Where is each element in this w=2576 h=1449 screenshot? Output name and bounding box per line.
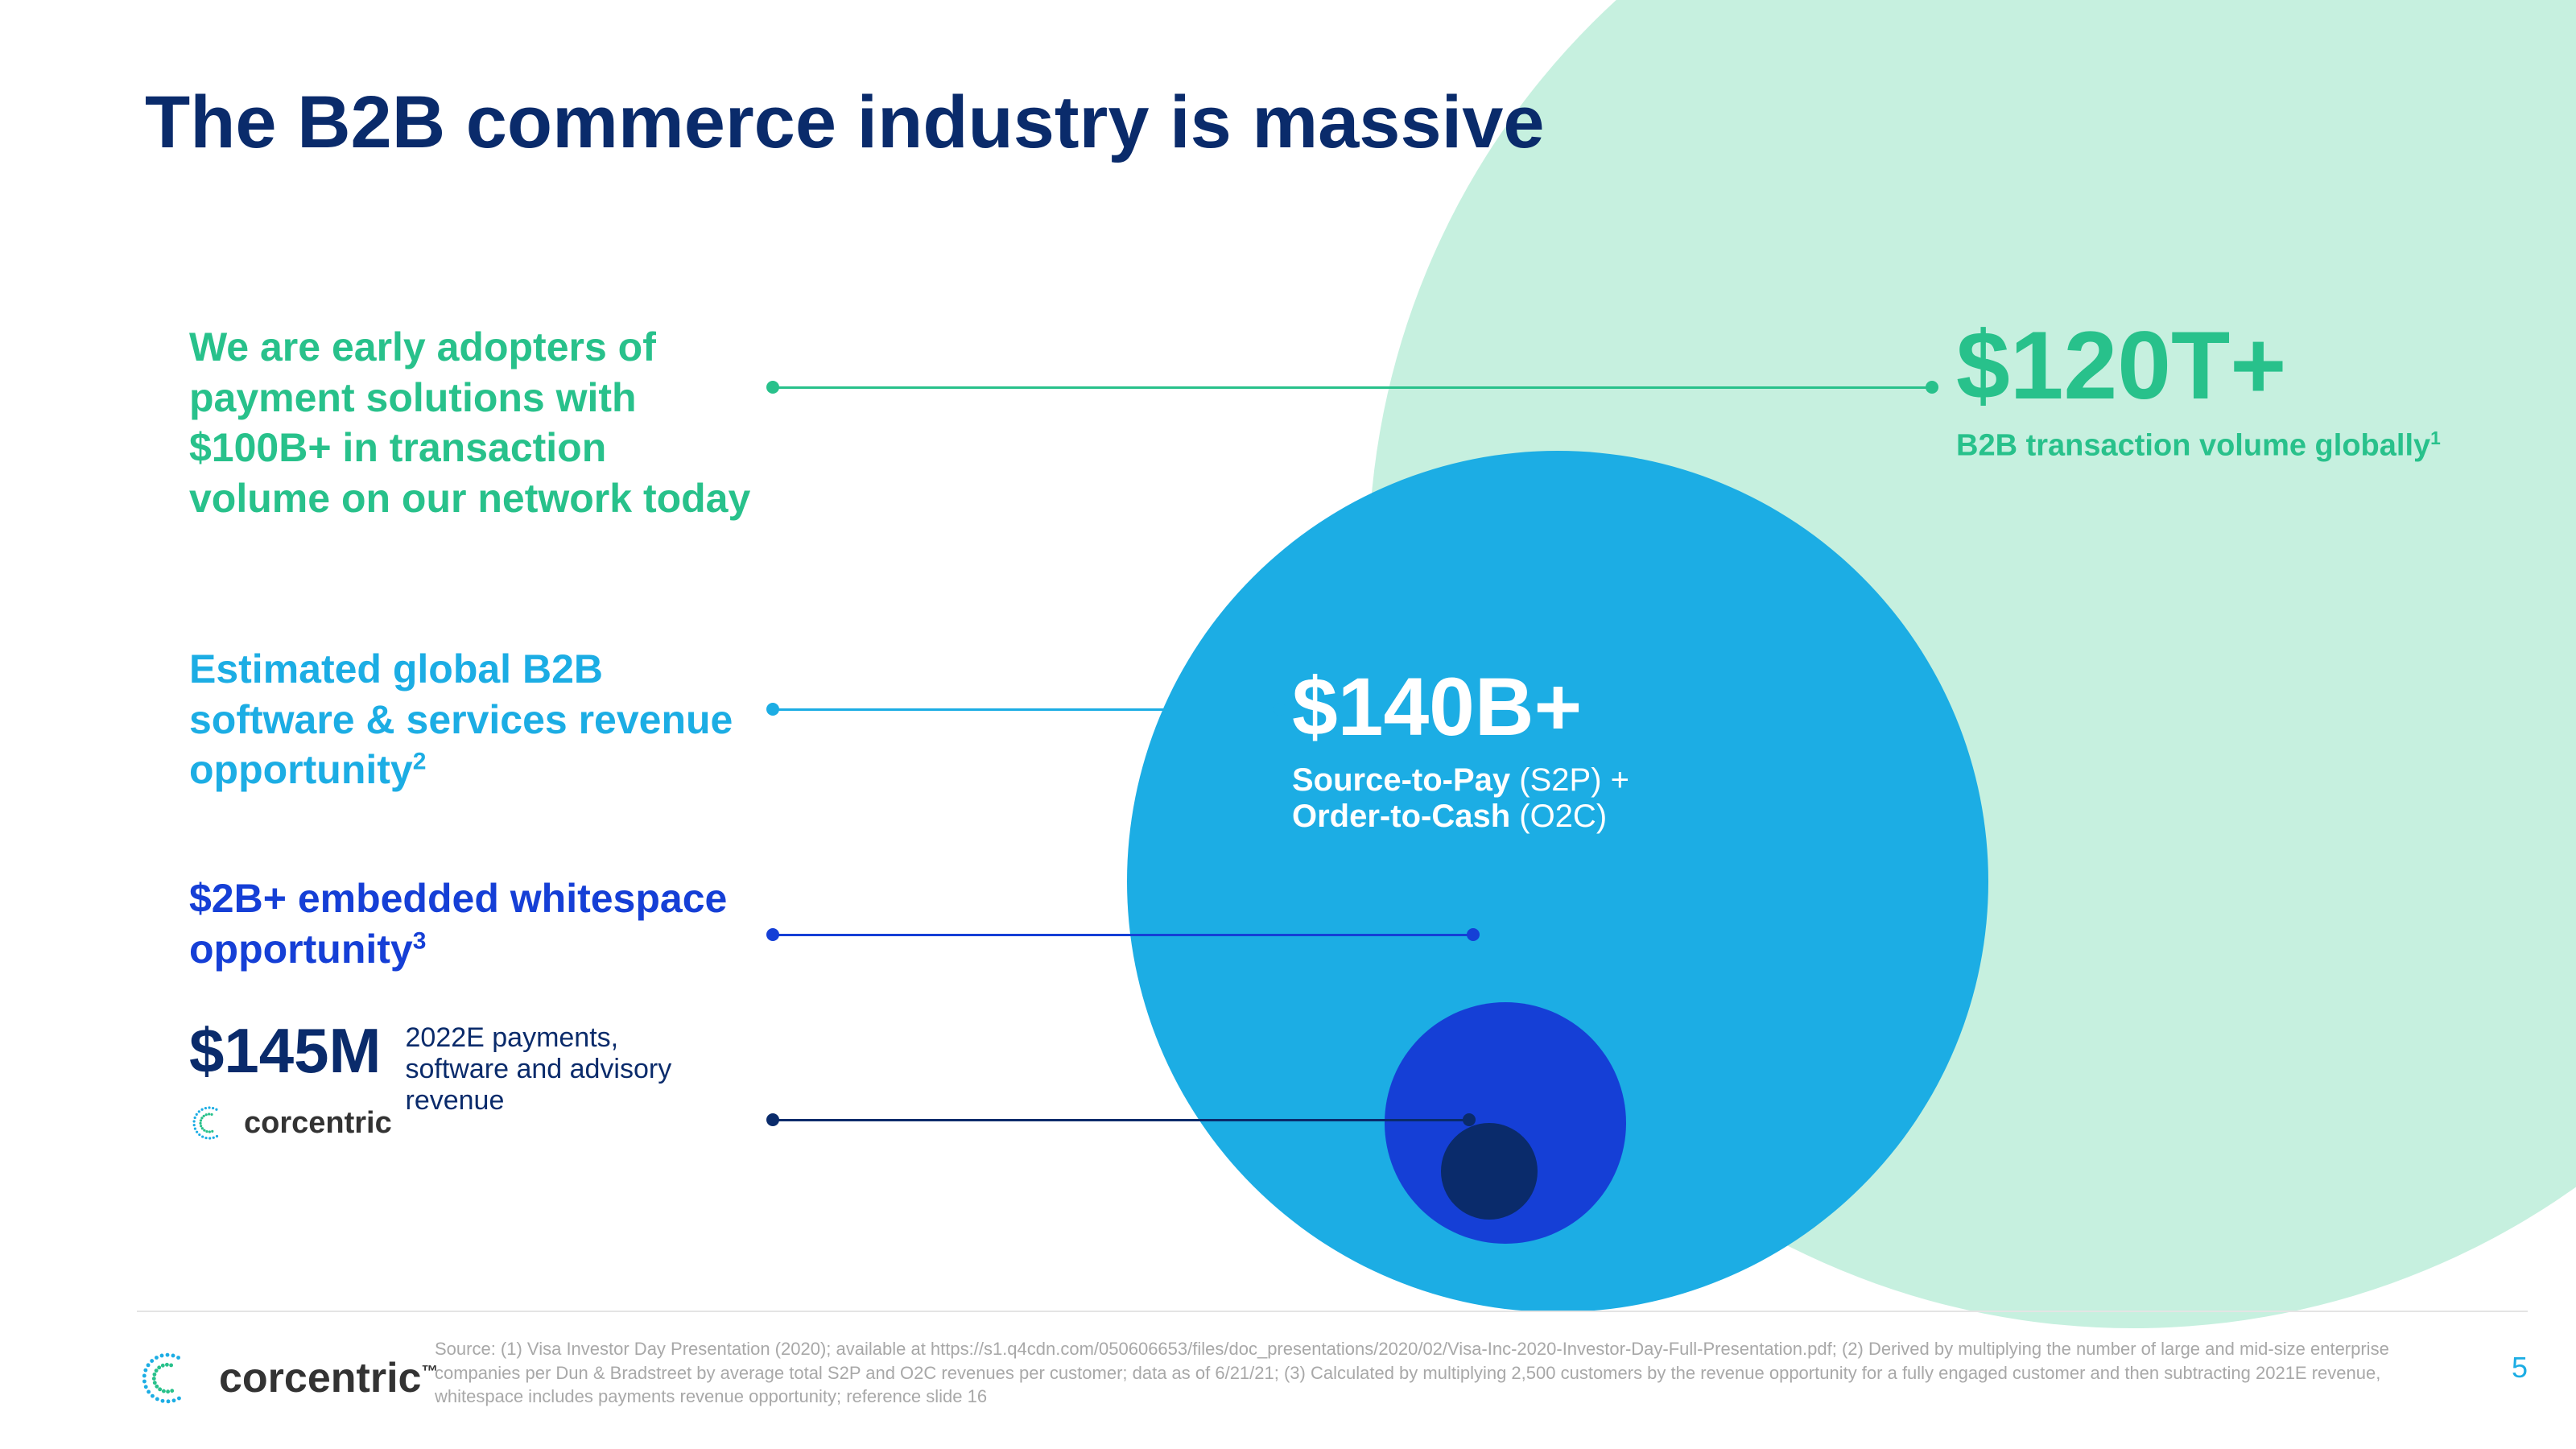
value-120t: $120T+ [1956,310,2441,421]
value-145m-sub: 2022E payments, software and advisory re… [406,1014,712,1117]
corcentric-icon [189,1103,229,1143]
leader-line-3 [773,934,1473,936]
leader-dot-2b [1274,703,1286,716]
s2p-bold: Source-to-Pay [1292,762,1510,798]
callout-early-adopters: We are early adopters of payment solutio… [189,322,753,523]
leader-dot-4a [766,1113,779,1126]
value-140b: $140B+ [1292,660,1629,754]
leader-dot-2a [766,703,779,716]
footer-divider [137,1311,2528,1312]
corcentric-inline-text: corcentric [244,1106,392,1141]
value-120t-sub: B2B transaction volume globally1 [1956,427,2441,464]
footnote-ref-2: 2 [413,748,427,774]
leader-dot-1b [1926,381,1938,394]
corcentric-inline-logo: corcentric [189,1103,392,1143]
callout-whitespace-text: $2B+ embedded whitespace opportunity [189,876,727,972]
o2c-bold: Order-to-Cash [1292,799,1510,834]
footnote-ref-1: 1 [2430,427,2441,448]
leader-dot-4b [1463,1113,1476,1126]
value-145m: $145M [189,1014,382,1088]
leader-line-4 [773,1119,1469,1121]
callout-145m: $145M 2022E payments, software and advis… [189,1014,712,1117]
callout-revenue-text: Estimated global B2B software & services… [189,646,733,792]
leader-dot-1a [766,381,779,394]
corcentric-footer-text: corcentric™ [219,1354,438,1402]
value-120t-sub-text: B2B transaction volume globally [1956,429,2430,463]
corcentric-footer-name: corcentric [219,1355,421,1402]
value-140b-sub: Source-to-Pay (S2P) + Order-to-Cash (O2C… [1292,762,1629,835]
circle-tiny [1441,1123,1538,1220]
source-disclaimer: Source: (1) Visa Investor Day Presentati… [435,1337,2431,1409]
leader-dot-3b [1467,928,1480,941]
label-140b: $140B+ Source-to-Pay (S2P) + Order-to-Ca… [1292,660,1629,835]
leader-line-2 [773,708,1280,711]
leader-dot-3a [766,928,779,941]
corcentric-footer-icon [137,1348,198,1409]
footnote-ref-3: 3 [413,927,427,954]
s2p-plain: (S2P) + [1510,762,1629,798]
slide: The B2B commerce industry is massive We … [0,0,2576,1449]
callout-whitespace: $2B+ embedded whitespace opportunity3 [189,873,753,974]
page-title: The B2B commerce industry is massive [145,80,1545,165]
page-number: 5 [2512,1351,2528,1385]
o2c-plain: (O2C) [1510,799,1607,834]
callout-revenue-opportunity: Estimated global B2B software & services… [189,644,753,795]
label-120t: $120T+ B2B transaction volume globally1 [1956,310,2441,464]
corcentric-footer-logo: corcentric™ [137,1348,438,1409]
leader-line-1 [773,386,1932,389]
